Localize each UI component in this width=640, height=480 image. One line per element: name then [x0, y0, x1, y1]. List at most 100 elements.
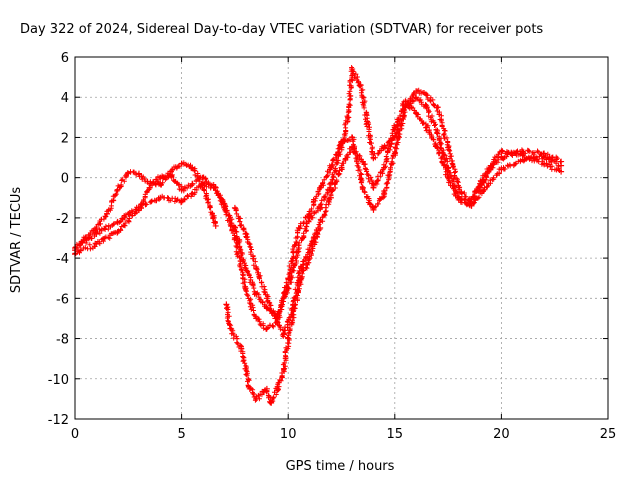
data-point: [487, 162, 494, 169]
data-point: [114, 218, 121, 225]
x-tick-label: 0: [71, 427, 79, 442]
x-tick-label: 25: [600, 427, 617, 442]
data-point: [114, 228, 121, 235]
data-point: [477, 180, 484, 187]
data-point: [455, 184, 462, 191]
data-point: [364, 118, 371, 125]
data-point: [413, 94, 420, 101]
data-point: [242, 285, 249, 292]
data-point: [167, 172, 174, 179]
data-point: [295, 245, 302, 252]
data-point: [274, 385, 281, 392]
data-point: [468, 202, 475, 209]
data-point: [359, 184, 366, 191]
y-tick-label: -4: [56, 252, 69, 267]
data-point: [93, 224, 100, 231]
data-point: [498, 148, 505, 155]
data-point: [231, 204, 238, 211]
data-point: [381, 144, 388, 151]
plot-frame: [74, 56, 609, 420]
data-point: [289, 305, 296, 312]
data-point: [541, 160, 548, 167]
data-point: [558, 168, 565, 175]
data-point: [338, 164, 345, 171]
data-point: [253, 315, 260, 322]
data-point: [263, 385, 270, 392]
data-points: [72, 65, 565, 406]
data-point: [445, 174, 452, 181]
data-point: [210, 214, 217, 221]
chart-title: Day 322 of 2024, Sidereal Day-to-day VTE…: [20, 22, 543, 37]
data-point: [114, 186, 121, 193]
data-point: [189, 180, 196, 187]
data-point: [357, 82, 364, 89]
data-point: [285, 335, 292, 342]
data-point: [519, 156, 526, 163]
data-point: [263, 295, 270, 302]
y-tick-label: 2: [61, 131, 69, 146]
data-point: [370, 206, 377, 213]
data-point: [189, 190, 196, 197]
data-point: [135, 204, 142, 211]
data-point: [423, 124, 430, 131]
data-point: [157, 174, 164, 181]
data-point: [253, 291, 260, 298]
data-point: [434, 144, 441, 151]
data-point: [423, 104, 430, 111]
data-point: [93, 241, 100, 248]
data-point: [253, 395, 260, 402]
data-point: [199, 180, 206, 187]
data-point: [317, 204, 324, 211]
data-point: [125, 210, 132, 217]
data-point: [558, 162, 565, 169]
data-point: [541, 154, 548, 161]
data-point: [242, 365, 249, 372]
data-point: [310, 235, 317, 241]
y-tick-label: -2: [56, 212, 69, 227]
y-tick-label: 4: [61, 91, 69, 106]
data-point: [146, 184, 153, 191]
data-point: [359, 158, 366, 165]
y-tick-label: -8: [56, 333, 69, 348]
x-axis-label: GPS time / hours: [286, 459, 395, 474]
data-point: [327, 164, 334, 171]
data-point: [338, 138, 345, 145]
data-point: [189, 164, 196, 171]
data-point: [434, 104, 441, 111]
y-tick-label: 0: [61, 172, 69, 187]
data-point: [391, 124, 398, 131]
data-point: [144, 178, 151, 185]
data-point: [413, 110, 420, 117]
data-point: [295, 224, 302, 231]
y-axis-ticks: -12 -10 -8 -6 -4 -2 0 2 4 6: [48, 51, 608, 428]
data-point: [221, 200, 228, 207]
data-point: [423, 92, 430, 99]
data-point: [231, 224, 238, 231]
data-point: [157, 180, 164, 187]
data-point: [178, 186, 185, 193]
y-tick-label: -10: [48, 373, 69, 388]
x-tick-label: 20: [493, 427, 510, 442]
data-point: [263, 325, 270, 332]
data-point: [125, 170, 132, 177]
data-point: [253, 265, 260, 272]
data-point: [413, 88, 420, 95]
data-point: [103, 210, 110, 217]
x-tick-label: 10: [280, 427, 297, 442]
data-point: [370, 154, 377, 161]
y-tick-label: 6: [61, 51, 69, 66]
data-point: [263, 305, 270, 312]
data-point: [246, 385, 253, 392]
data-point: [93, 230, 100, 237]
series-track-5: [231, 98, 565, 339]
data-point: [344, 114, 351, 121]
data-point: [178, 198, 185, 205]
data-point: [157, 194, 164, 201]
data-point: [272, 315, 279, 322]
grid-lines: [75, 57, 608, 419]
series-track-4: [223, 224, 324, 406]
y-axis-label: SDTVAR / TECUs: [9, 187, 24, 294]
data-point: [402, 98, 409, 105]
